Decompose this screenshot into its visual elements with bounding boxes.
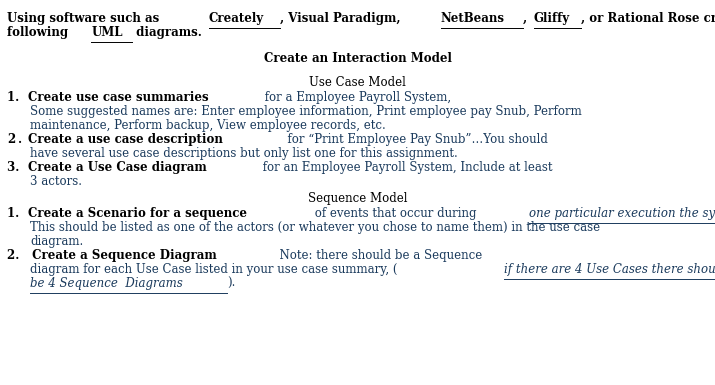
Text: Note: there should be a Sequence: Note: there should be a Sequence xyxy=(272,249,482,262)
Text: of events that occur during: of events that occur during xyxy=(311,207,480,220)
Text: This should be listed as one of the actors (or whatever you chose to name them) : This should be listed as one of the acto… xyxy=(30,221,600,234)
Text: diagram for each Use Case listed in your use case summary, (: diagram for each Use Case listed in your… xyxy=(30,263,398,276)
Text: , or Rational Rose create the: , or Rational Rose create the xyxy=(581,12,715,25)
Text: ).: ). xyxy=(227,277,235,290)
Text: Create use case summaries: Create use case summaries xyxy=(28,91,209,104)
Text: maintenance, Perform backup, View employee records, etc.: maintenance, Perform backup, View employ… xyxy=(30,119,386,132)
Text: ,: , xyxy=(523,12,531,25)
Text: following: following xyxy=(7,26,72,39)
Text: Create a Use Case diagram: Create a Use Case diagram xyxy=(29,161,207,174)
Text: Create a use case description: Create a use case description xyxy=(29,133,223,146)
Text: 1.: 1. xyxy=(7,91,24,104)
Text: Create an Interaction Model: Create an Interaction Model xyxy=(264,52,451,65)
Text: 2: 2 xyxy=(7,133,15,146)
Text: 2.: 2. xyxy=(7,249,24,262)
Text: , Visual Paradigm,: , Visual Paradigm, xyxy=(280,12,405,25)
Text: .: . xyxy=(18,133,26,146)
Text: Create a Sequence Diagram: Create a Sequence Diagram xyxy=(29,249,217,262)
Text: be 4 Sequence  Diagrams: be 4 Sequence Diagrams xyxy=(30,277,183,290)
Text: diagram.: diagram. xyxy=(30,235,83,248)
Text: one particular execution the system: one particular execution the system xyxy=(529,207,715,220)
Text: Use Case Model: Use Case Model xyxy=(309,76,406,89)
Text: Creately: Creately xyxy=(209,12,264,25)
Text: for a Employee Payroll System,: for a Employee Payroll System, xyxy=(261,91,451,104)
Text: for “Print Employee Pay Snub”…You should: for “Print Employee Pay Snub”…You should xyxy=(280,133,548,146)
Text: NetBeans: NetBeans xyxy=(440,12,505,25)
Text: 3 actors.: 3 actors. xyxy=(30,175,82,188)
Text: UML: UML xyxy=(92,26,123,39)
Text: Create a Scenario for a sequence: Create a Scenario for a sequence xyxy=(28,207,247,220)
Text: for an Employee Payroll System, Include at least: for an Employee Payroll System, Include … xyxy=(259,161,553,174)
Text: diagrams.: diagrams. xyxy=(132,26,202,39)
Text: have several use case descriptions but only list one for this assignment.: have several use case descriptions but o… xyxy=(30,147,458,160)
Text: Gliffy: Gliffy xyxy=(534,12,570,25)
Text: Sequence Model: Sequence Model xyxy=(307,192,408,205)
Text: 3.: 3. xyxy=(7,161,24,174)
Text: if there are 4 Use Cases there should: if there are 4 Use Cases there should xyxy=(504,263,715,276)
Text: 1.: 1. xyxy=(7,207,24,220)
Text: Using software such as: Using software such as xyxy=(7,12,163,25)
Text: Some suggested names are: Enter employee information, Print employee pay Snub, P: Some suggested names are: Enter employee… xyxy=(30,105,582,118)
